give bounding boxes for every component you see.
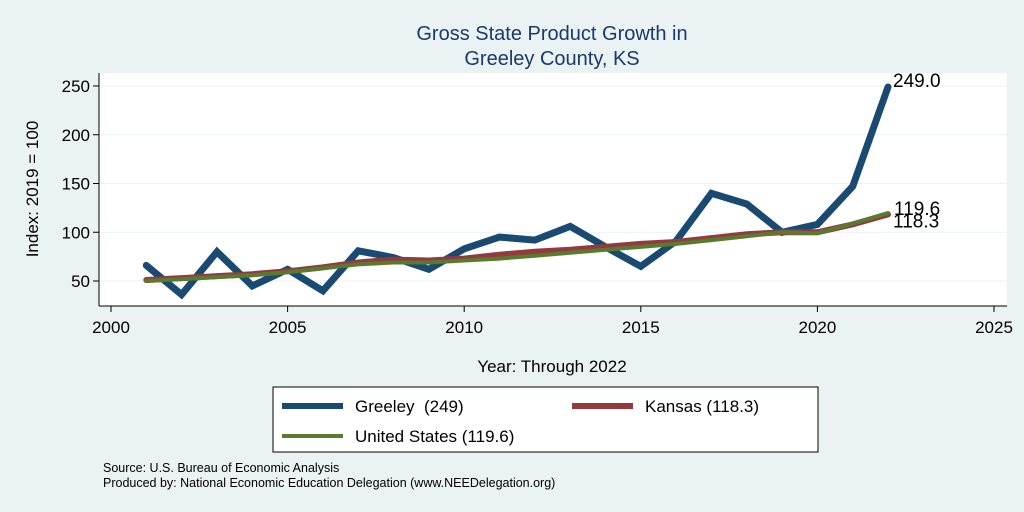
legend-label-united-states: United States (119.6) [355,427,514,446]
y-tick-label-250: 250 [62,77,90,96]
y-axis: 50 100 150 200 250 [62,73,100,306]
x-tick-label-2000: 2000 [92,318,130,337]
producer-note: Produced by: National Economic Education… [103,476,555,490]
series-lines [142,83,892,300]
y-tick-label-150: 150 [62,175,90,194]
end-label-greeley: 249.0 [893,71,941,92]
x-axis: 2000 2005 2010 2015 2020 2025 [92,305,1013,337]
x-tick-label-2010: 2010 [445,318,483,337]
legend-label-greeley: Greeley (249) [355,397,464,416]
x-tick-label-2025: 2025 [975,318,1013,337]
y-tick-label-50: 50 [71,272,90,291]
series-line-greeley [142,83,892,300]
legend-box [272,386,819,453]
end-label-kansas: 118.3 [893,211,939,232]
y-tick-label-200: 200 [62,126,90,145]
legend: Greeley (249) Kansas (118.3) United Stat… [272,386,819,453]
chart-title-line-2: Greeley County, KS [464,48,639,70]
series-line-united-states [144,211,890,283]
x-tick-label-2015: 2015 [622,318,660,337]
x-axis-title: Year: Through 2022 [477,357,626,376]
chart-title-line-1: Gross State Product Growth in [416,23,687,45]
end-label-united-states: 119.6 [894,199,940,220]
plot-area [99,73,1007,306]
x-tick-label-2005: 2005 [269,318,307,337]
y-tick-label-100: 100 [62,223,90,242]
source-note: Source: U.S. Bureau of Economic Analysis [103,461,339,475]
y-axis-title: Index: 2019 = 100 [23,121,42,258]
x-tick-label-2020: 2020 [798,318,836,337]
legend-label-kansas: Kansas (118.3) [645,397,759,416]
